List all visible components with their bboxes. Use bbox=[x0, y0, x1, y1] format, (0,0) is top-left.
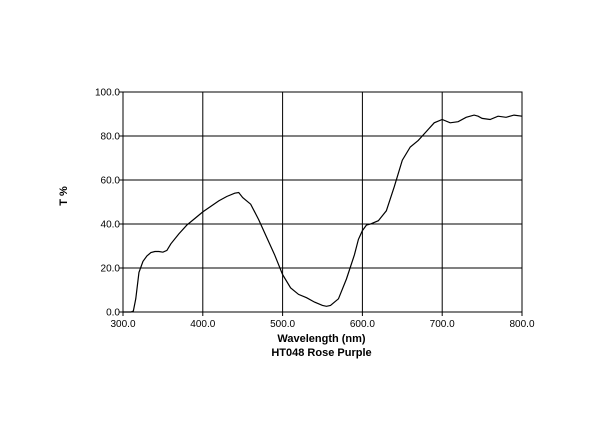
x-tick-label: 800.0 bbox=[509, 319, 534, 330]
x-tick-label: 400.0 bbox=[190, 319, 215, 330]
tick-labels: 300.0 400.0 500.0 600.0 700.0 800.0 0.0 20.0 40.… bbox=[95, 88, 535, 331]
x-tick-label: 600.0 bbox=[350, 319, 375, 330]
x-tick-label: 500.0 bbox=[270, 319, 295, 330]
x-tick-label: 700.0 bbox=[430, 319, 455, 330]
y-tick-label: 0.0 bbox=[106, 308, 120, 319]
y-tick-label: 100.0 bbox=[95, 88, 120, 99]
y-tick-label: 40.0 bbox=[101, 220, 121, 231]
y-axis-label: T % bbox=[58, 186, 70, 206]
chart-caption: HT048 Rose Purple bbox=[271, 347, 371, 359]
x-tick-label: 300.0 bbox=[110, 319, 135, 330]
y-tick-label: 80.0 bbox=[101, 132, 121, 143]
plot-frame bbox=[122, 91, 523, 313]
y-tick-label: 20.0 bbox=[101, 264, 121, 275]
y-tick-label: 60.0 bbox=[101, 176, 121, 187]
grid bbox=[119, 91, 523, 316]
x-axis-label: Wavelength (nm) bbox=[277, 333, 366, 345]
series-line bbox=[123, 114, 523, 313]
